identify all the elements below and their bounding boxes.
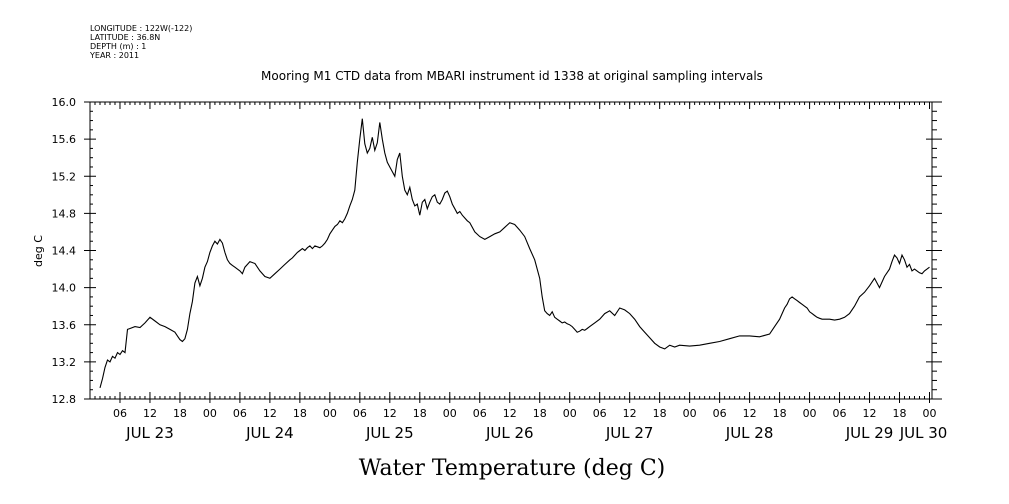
y-axis-label: deg C — [32, 235, 45, 267]
x-hour-label: 06 — [833, 407, 847, 420]
x-hour-label: 12 — [263, 407, 277, 420]
x-hour-label: 06 — [353, 407, 367, 420]
x-hour-label: 12 — [383, 407, 397, 420]
y-tick-label: 14.8 — [52, 207, 77, 220]
chart-title: Mooring M1 CTD data from MBARI instrumen… — [261, 69, 763, 83]
axis-ticks — [84, 101, 942, 403]
y-tick-label: 13.2 — [52, 356, 77, 369]
x-day-label: JUL 27 — [605, 424, 654, 442]
x-hour-label: 18 — [893, 407, 907, 420]
x-hour-label: 00 — [923, 407, 937, 420]
x-hour-label: 00 — [203, 407, 217, 420]
meta-latitude: LATITUDE : 36.8N — [90, 33, 161, 42]
x-hour-label: 12 — [143, 407, 157, 420]
x-hour-label: 12 — [623, 407, 637, 420]
y-tick-label: 16.0 — [52, 96, 77, 109]
x-day-label: JUL 26 — [485, 424, 534, 442]
x-hour-label: 18 — [653, 407, 667, 420]
x-day-label: JUL 23 — [125, 424, 174, 442]
x-hour-label: 18 — [413, 407, 427, 420]
axis-tick-labels: 06 12 18 00 06 12 18 00 06 12 18 00 06 12 18 00 06 12 18 00… — [52, 96, 948, 442]
meta-depth: DEPTH (m) : 1 — [90, 42, 147, 51]
meta-year: YEAR : 2011 — [90, 51, 140, 60]
y-tick-label: 12.8 — [52, 393, 77, 406]
y-tick-label: 14.4 — [52, 245, 77, 258]
x-hour-label: 00 — [563, 407, 577, 420]
x-hour-label: 18 — [173, 407, 187, 420]
x-day-label: JUL 30 — [899, 424, 948, 442]
y-tick-label: 14.0 — [52, 282, 77, 295]
x-hour-label: 18 — [773, 407, 787, 420]
x-day-label: JUL 24 — [245, 424, 294, 442]
x-hour-label: 12 — [863, 407, 877, 420]
y-tick-label: 15.6 — [52, 133, 77, 146]
y-tick-label: 15.2 — [52, 170, 77, 183]
x-hour-label: 18 — [293, 407, 307, 420]
meta-longitude: LONGITUDE : 122W(-122) — [90, 24, 193, 33]
metadata-block: LONGITUDE : 122W(-122) LATITUDE : 36.8N … — [90, 24, 192, 60]
x-day-label: JUL 29 — [845, 424, 894, 442]
x-hour-label: 00 — [443, 407, 457, 420]
y-tick-label: 13.6 — [52, 319, 77, 332]
x-hour-label: 18 — [533, 407, 547, 420]
x-hour-label: 00 — [803, 407, 817, 420]
x-hour-label: 00 — [683, 407, 697, 420]
x-hour-label: 06 — [233, 407, 247, 420]
plot-frame — [89, 101, 933, 400]
x-day-label: JUL 25 — [365, 424, 414, 442]
x-hour-label: 06 — [713, 407, 727, 420]
x-hour-label: 06 — [593, 407, 607, 420]
x-day-label: JUL 28 — [725, 424, 774, 442]
x-hour-label: 00 — [323, 407, 337, 420]
x-axis-label: Water Temperature (deg C) — [359, 456, 666, 481]
x-hour-label: 12 — [503, 407, 517, 420]
x-hour-label: 06 — [113, 407, 127, 420]
x-hour-label: 06 — [473, 407, 487, 420]
x-hour-label: 12 — [743, 407, 757, 420]
series-line — [99, 118, 930, 389]
